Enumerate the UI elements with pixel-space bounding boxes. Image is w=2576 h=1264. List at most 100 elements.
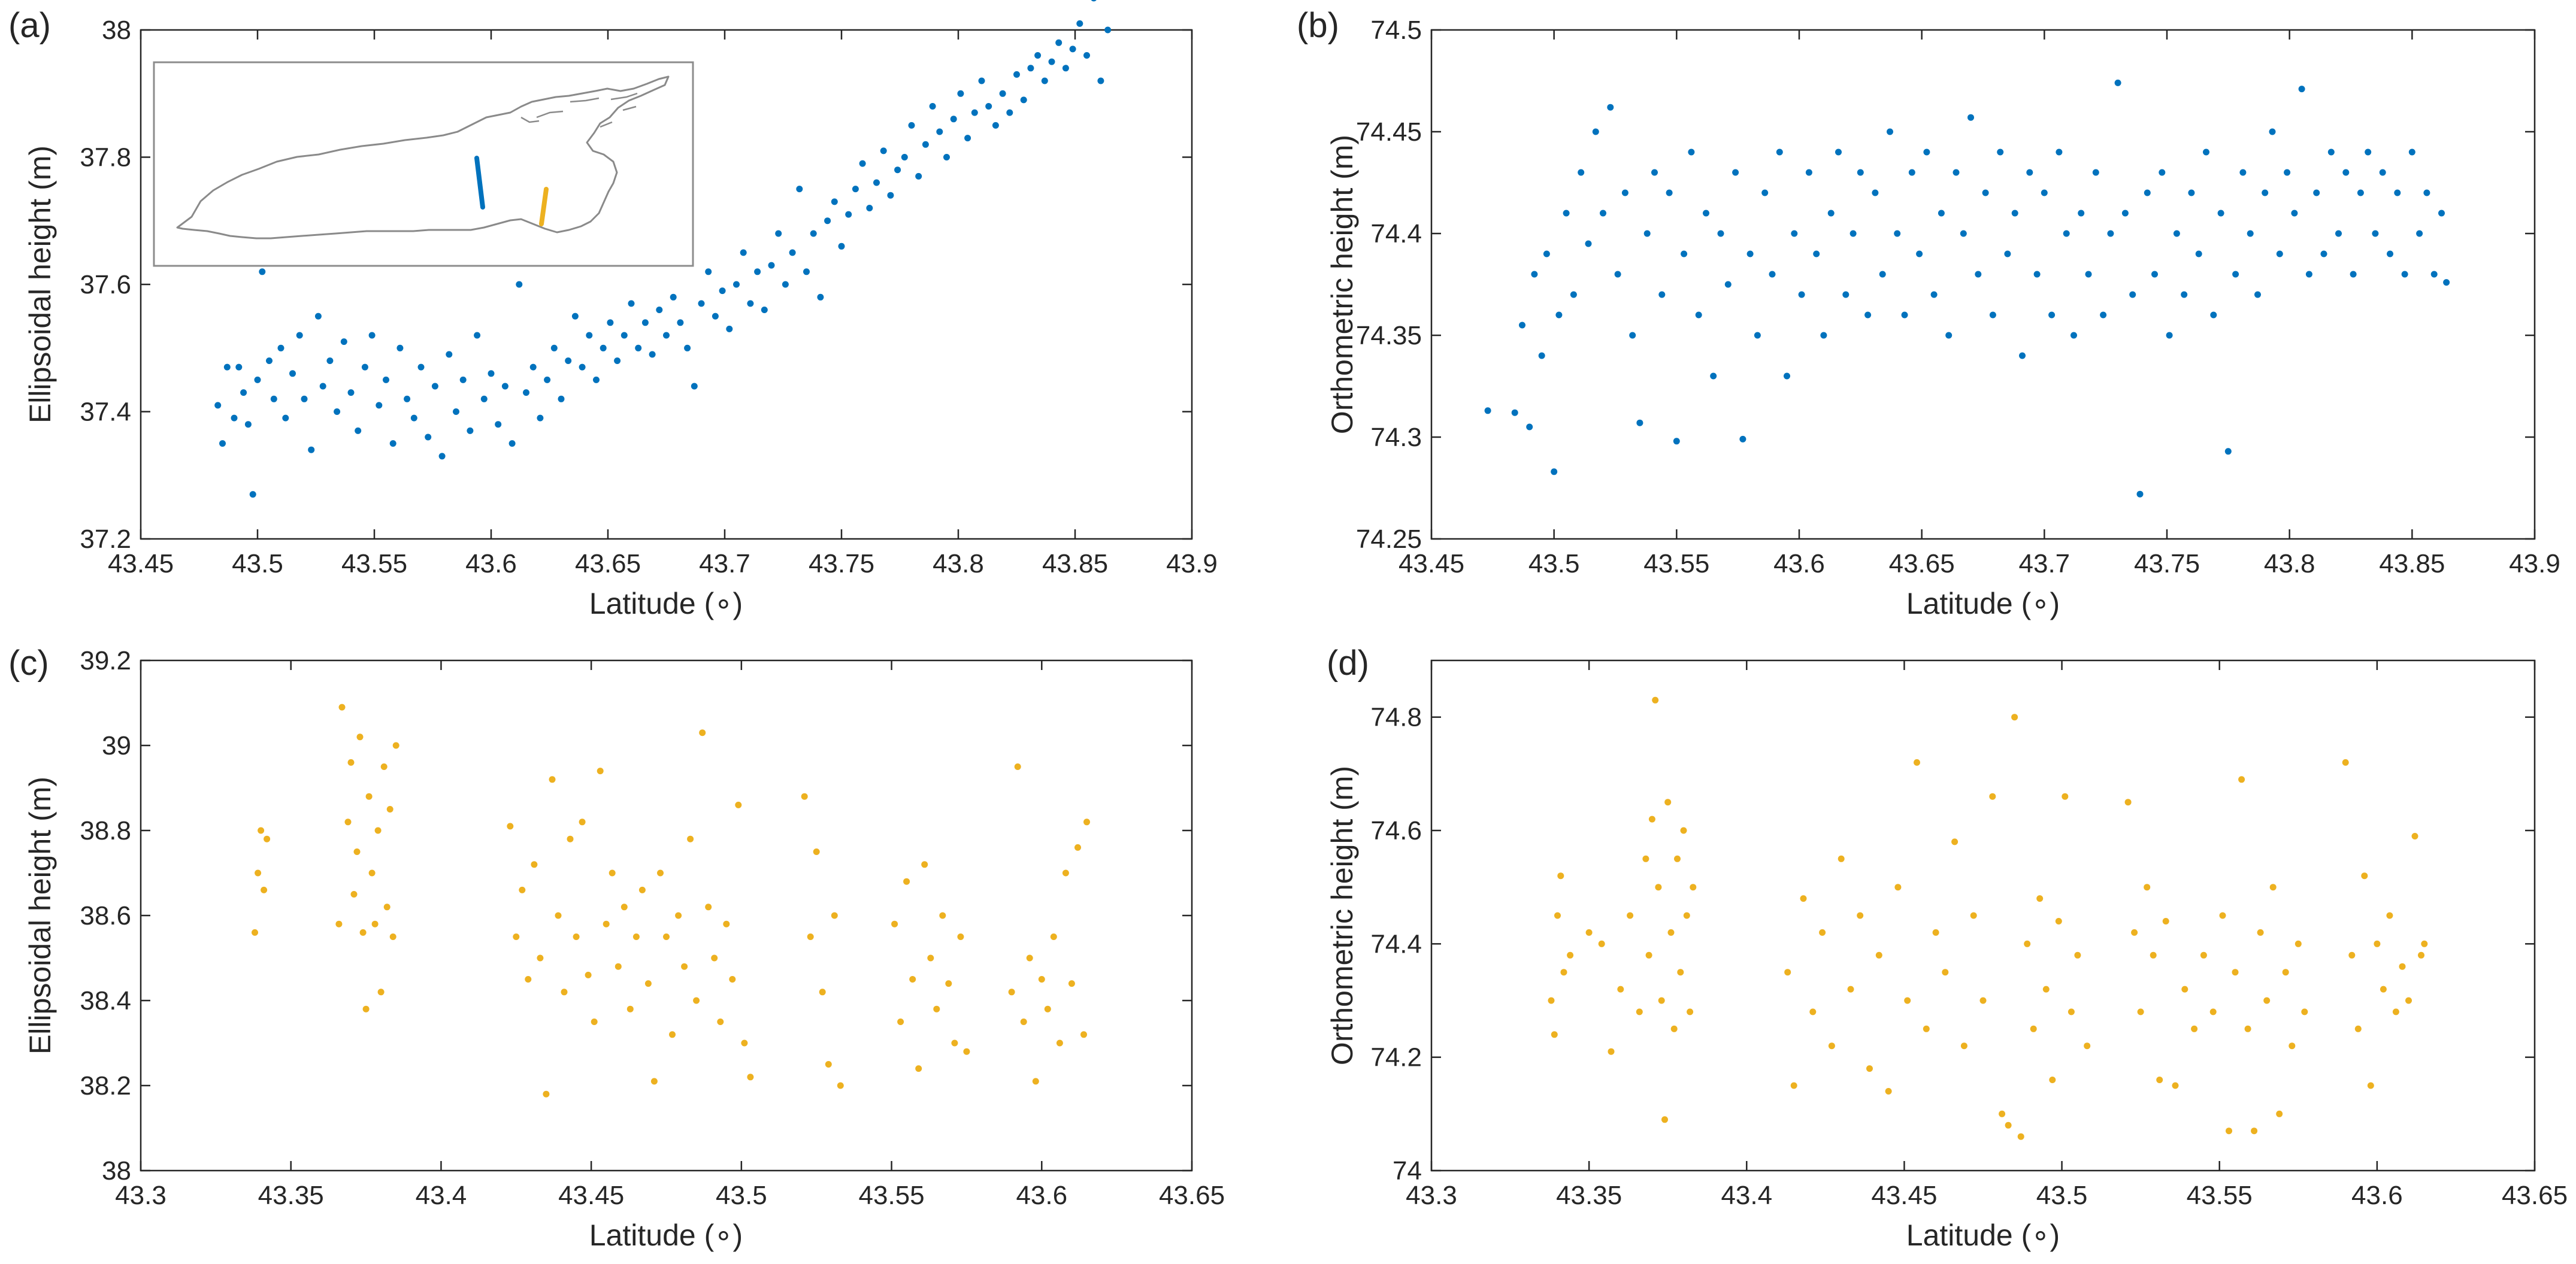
scatter-point [2380, 986, 2387, 993]
scatter-point [726, 325, 733, 332]
scatter-point [1083, 52, 1090, 59]
scatter-point [446, 351, 453, 358]
scatter-point [501, 383, 508, 390]
scatter-point [258, 827, 265, 834]
scatter-point [2005, 1121, 2012, 1129]
scatter-point [235, 363, 243, 371]
scatter-point [495, 421, 502, 428]
scatter-point [368, 332, 376, 339]
scatter-point [663, 332, 670, 339]
scatter-point [1975, 271, 1982, 278]
scatter-point [992, 122, 999, 129]
scatter-point [761, 307, 768, 313]
x-axis-label: Latitude (∘) [589, 1218, 743, 1252]
y-axis-label: Orthometric height (m) [1325, 766, 1359, 1065]
scatter-point [2063, 230, 2070, 237]
scatter-point [2357, 189, 2364, 196]
scatter-point [2408, 148, 2415, 156]
y-tick-label: 74.3 [1370, 423, 1422, 452]
scatter-point [1979, 997, 1987, 1004]
scatter-point [2276, 250, 2283, 257]
x-tick-label: 43.4 [416, 1181, 467, 1210]
scatter-point [2262, 189, 2269, 196]
x-tick-label: 43.9 [1166, 549, 1218, 578]
scatter-point [2342, 169, 2350, 176]
x-tick-label: 43.5 [2036, 1181, 2088, 1210]
x-tick-label: 43.55 [2187, 1181, 2253, 1210]
scatter-point [1014, 763, 1021, 770]
scatter-point [775, 230, 782, 237]
scatter-point [2114, 79, 2121, 86]
scatter-point [638, 886, 646, 893]
scatter-point [2365, 148, 2372, 156]
scatter-point [1074, 844, 1081, 851]
scatter-point [1026, 954, 1033, 962]
scatter-point [2232, 271, 2239, 278]
scatter-point [810, 230, 817, 237]
scatter-point [1784, 372, 1790, 380]
scatter-point [2071, 332, 2077, 339]
y-tick-label: 39 [102, 731, 131, 760]
plot-frame [140, 659, 1193, 1172]
scatter-point [2392, 1008, 2399, 1016]
scatter-point [417, 363, 425, 371]
scatter-point [1951, 838, 1959, 845]
scatter-point [1784, 969, 1791, 976]
scatter-point [1819, 929, 1826, 936]
scatter-point [410, 414, 417, 422]
scatter-point [957, 933, 964, 940]
scatter-point [681, 963, 688, 970]
scatter-point [837, 1082, 844, 1089]
scatter-point [1820, 332, 1827, 339]
scatter-point [1677, 969, 1684, 976]
scatter-point [2062, 793, 2069, 800]
scatter-point [717, 1019, 724, 1025]
scatter-point [1695, 311, 1702, 319]
scatter-point [2254, 291, 2261, 298]
scatter-point [2004, 250, 2011, 257]
scatter-point [1592, 128, 1599, 135]
scatter-point [507, 823, 514, 830]
scatter-point [903, 878, 910, 885]
x-tick-label: 43.65 [575, 549, 641, 578]
scatter-point [326, 357, 334, 364]
scatter-point [936, 128, 943, 135]
scatter-point [1809, 1008, 1817, 1016]
scatter-point [2354, 1025, 2362, 1032]
scatter-point [359, 929, 367, 936]
scatter-point [711, 954, 718, 962]
scatter-point [2374, 940, 2381, 947]
scatter-point [698, 300, 705, 307]
scatter-point [699, 729, 706, 736]
scatter-point [1658, 997, 1665, 1004]
scatter-point [600, 344, 607, 351]
scatter-point [2144, 189, 2151, 196]
scatter-point [2348, 951, 2356, 959]
scatter-point [296, 332, 303, 339]
scatter-point [380, 763, 388, 770]
scatter-point [2298, 86, 2305, 93]
panel-label: (a) [8, 6, 51, 45]
scatter-point [585, 971, 592, 978]
scatter-point [741, 1039, 748, 1047]
scatter-point [1866, 1065, 1873, 1072]
scatter-point [579, 363, 586, 371]
x-tick-label: 43.35 [1556, 1181, 1622, 1210]
scatter-point [259, 268, 266, 275]
orange-transect [539, 187, 549, 226]
scatter-point [1068, 980, 1075, 987]
scatter-point [1923, 148, 1930, 156]
scatter-point [951, 1039, 958, 1047]
scatter-point [1717, 230, 1724, 237]
scatter-point [1585, 240, 1592, 247]
scatter-point [1894, 230, 1901, 237]
scatter-point [1813, 250, 1820, 257]
y-tick-label: 38.4 [80, 986, 131, 1016]
scatter-point [537, 414, 544, 422]
scatter-point [334, 408, 341, 415]
scatter-point [1013, 71, 1020, 78]
scatter-point [2313, 189, 2320, 196]
scatter-point [719, 287, 726, 295]
x-axis-label: Latitude (∘) [1906, 587, 2060, 620]
scatter-point [1879, 271, 1886, 278]
